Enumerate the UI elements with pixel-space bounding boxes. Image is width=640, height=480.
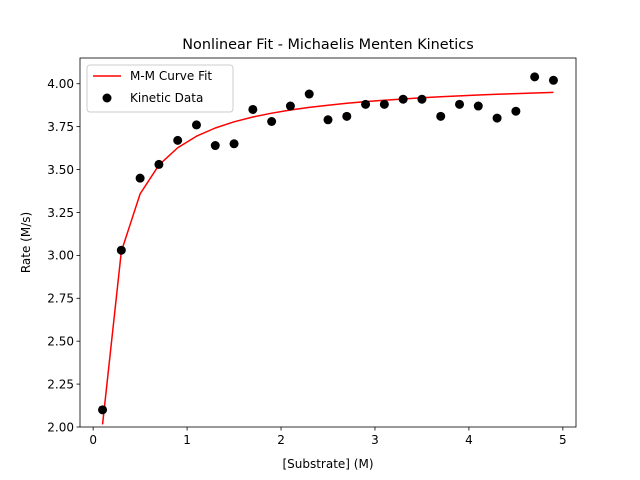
data-points-layer bbox=[98, 72, 558, 415]
x-tick-label: 2 bbox=[277, 433, 285, 447]
x-tick-label: 4 bbox=[465, 433, 473, 447]
legend-swatch-data-points bbox=[102, 93, 112, 103]
y-tick-label: 3.50 bbox=[47, 163, 74, 177]
y-tick-label: 2.00 bbox=[47, 420, 74, 434]
y-axis-label: Rate (M/s) bbox=[19, 212, 33, 273]
y-tick-label: 3.25 bbox=[47, 206, 74, 220]
x-axis-ticks: 0 1 2 3 4 5 bbox=[89, 427, 567, 447]
data-point bbox=[210, 141, 220, 151]
data-point bbox=[548, 75, 558, 85]
y-tick-label: 3.75 bbox=[47, 120, 74, 134]
data-point bbox=[379, 99, 389, 109]
data-point bbox=[285, 101, 295, 111]
y-tick-label: 4.00 bbox=[47, 77, 74, 91]
legend-box bbox=[86, 64, 234, 113]
data-point bbox=[135, 173, 145, 183]
data-point bbox=[361, 99, 371, 109]
data-point bbox=[191, 120, 201, 130]
data-point bbox=[455, 99, 465, 109]
data-point bbox=[248, 104, 258, 114]
x-tick-label: 0 bbox=[89, 433, 97, 447]
plot-frame bbox=[79, 57, 577, 428]
y-tick-label: 2.75 bbox=[47, 292, 74, 306]
data-point bbox=[417, 94, 427, 104]
x-tick-label: 5 bbox=[559, 433, 567, 447]
data-point bbox=[492, 113, 502, 123]
data-point bbox=[116, 245, 126, 255]
chart-title: Nonlinear Fit - Michaelis Menten Kinetic… bbox=[182, 37, 473, 53]
data-point bbox=[98, 405, 108, 415]
data-point bbox=[342, 111, 352, 121]
y-axis-ticks: 2.00 2.25 2.50 2.75 3.00 3.25 3.50 3.75 4.00 bbox=[47, 77, 80, 434]
data-point bbox=[229, 139, 239, 149]
x-tick-label: 1 bbox=[183, 433, 191, 447]
data-point bbox=[398, 94, 408, 104]
data-point bbox=[323, 115, 333, 125]
data-point bbox=[304, 89, 314, 99]
y-tick-label: 2.25 bbox=[47, 377, 74, 391]
legend-label-fit-curve: M-M Curve Fit bbox=[130, 69, 212, 83]
legend-label-data-points: Kinetic Data bbox=[130, 91, 203, 105]
y-tick-label: 3.00 bbox=[47, 249, 74, 263]
data-point bbox=[473, 101, 483, 111]
x-tick-label: 3 bbox=[371, 433, 379, 447]
data-point bbox=[154, 159, 164, 169]
plot-area bbox=[80, 58, 576, 427]
data-point bbox=[173, 135, 183, 145]
x-axis-label: [Substrate] (M) bbox=[282, 457, 373, 471]
legend: M-M Curve Fit Kinetic Data bbox=[86, 64, 234, 113]
data-point bbox=[511, 106, 521, 116]
data-point bbox=[530, 72, 540, 82]
data-point bbox=[436, 111, 446, 121]
fit-curve-layer bbox=[101, 91, 554, 425]
y-tick-label: 2.50 bbox=[47, 334, 74, 348]
data-point bbox=[267, 117, 277, 126]
fit-curve-line bbox=[101, 91, 554, 425]
